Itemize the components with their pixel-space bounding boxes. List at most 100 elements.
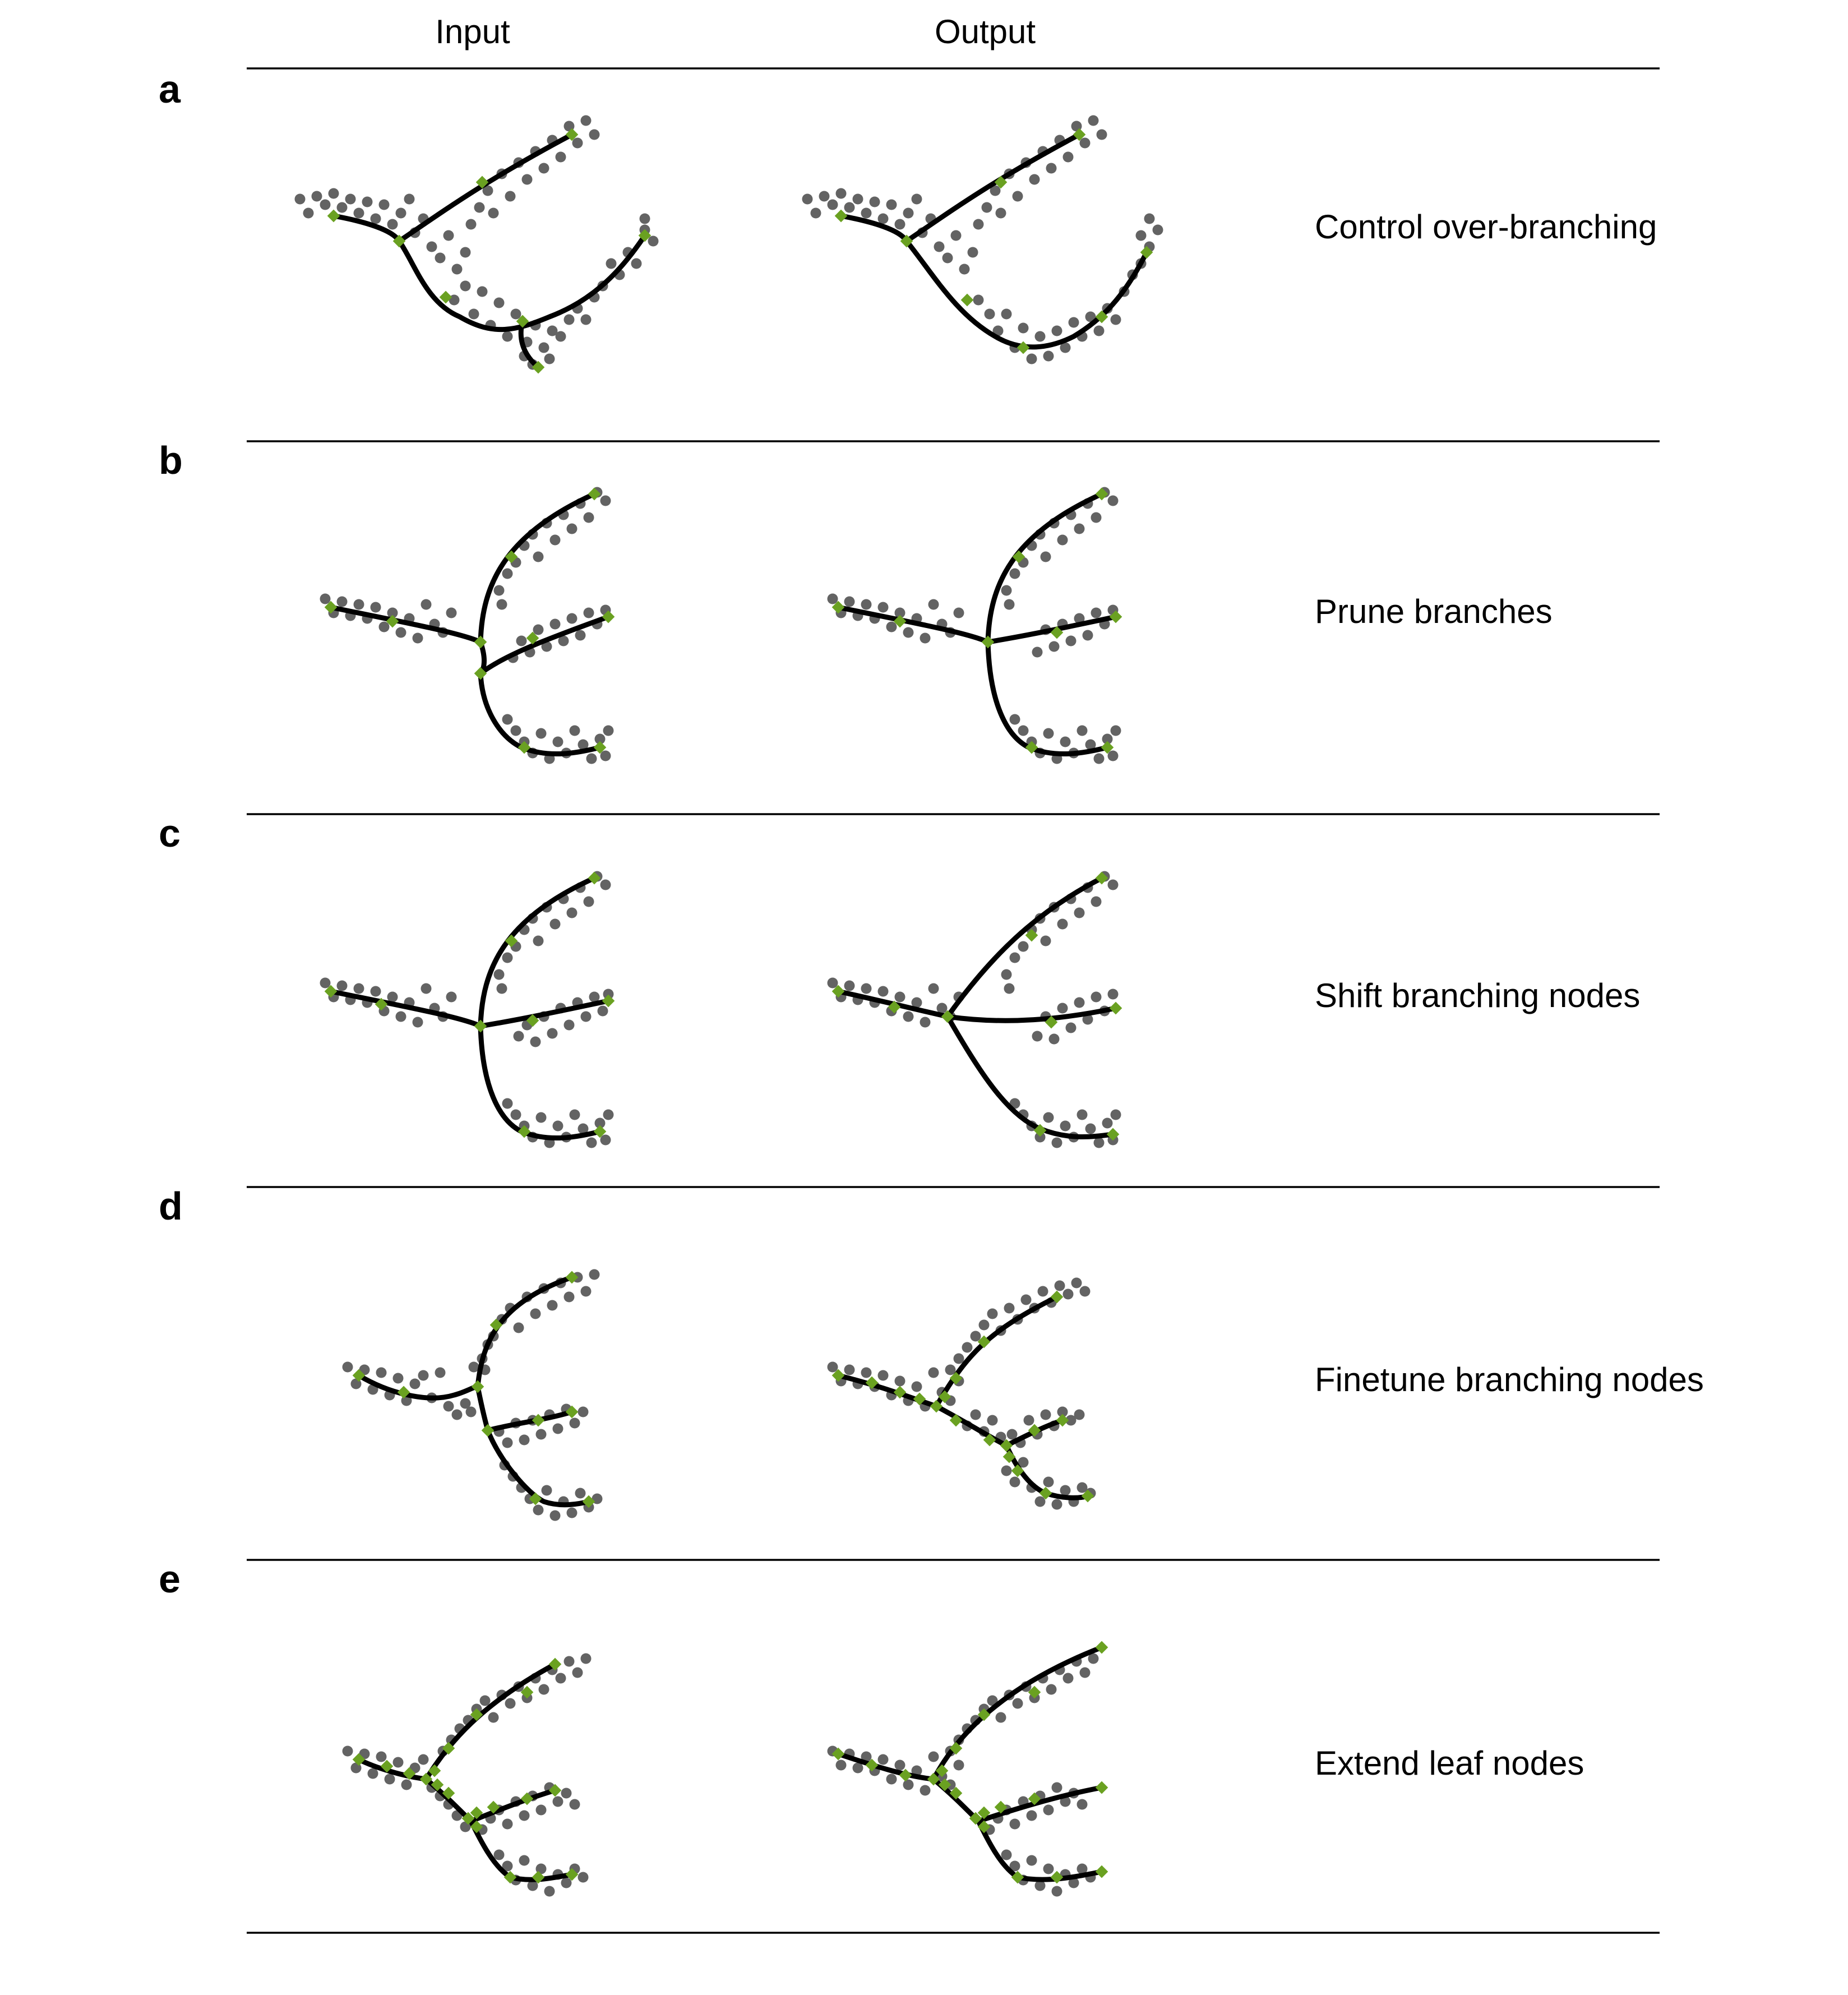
data-point — [877, 1754, 889, 1765]
graph-node — [969, 1812, 982, 1825]
data-point — [549, 918, 561, 930]
data-point — [563, 314, 575, 325]
data-point — [1065, 635, 1077, 646]
data-point — [1077, 1109, 1088, 1120]
data-point — [1107, 879, 1119, 890]
data-point — [552, 1120, 563, 1132]
graph-node — [938, 1778, 951, 1791]
data-point — [376, 1367, 387, 1378]
graph-node — [1095, 310, 1108, 324]
data-point — [1093, 325, 1105, 336]
data-point — [502, 1860, 513, 1872]
data-point — [510, 308, 521, 320]
data-point — [1018, 725, 1029, 736]
data-point — [1082, 630, 1093, 641]
panel-caption: Finetune branching nodes — [1315, 1361, 1704, 1398]
data-point — [443, 1401, 454, 1412]
data-point — [827, 1361, 838, 1373]
data-point — [465, 219, 477, 230]
data-point — [639, 213, 650, 224]
data-point — [600, 750, 611, 761]
data-point — [1088, 115, 1099, 126]
data-point — [1009, 568, 1020, 579]
data-point — [320, 199, 331, 210]
data-point — [412, 632, 423, 644]
data-point — [418, 1754, 429, 1765]
data-point — [586, 753, 597, 764]
principal-curve — [475, 1384, 575, 1433]
graph-node — [865, 1376, 879, 1389]
data-point — [894, 1760, 905, 1771]
data-point — [973, 294, 984, 306]
data-point — [502, 568, 513, 579]
data-point — [1060, 1796, 1071, 1807]
graph-node — [352, 1369, 366, 1382]
data-point — [451, 1409, 463, 1420]
data-point — [1026, 353, 1037, 364]
data-point — [606, 258, 617, 269]
panel-d: d Finetune branching nodes — [159, 1184, 1704, 1521]
data-point — [345, 193, 356, 205]
graph-node — [565, 1271, 579, 1284]
data-point — [496, 599, 507, 610]
data-point — [387, 607, 398, 618]
data-point — [1107, 750, 1119, 761]
data-point — [421, 599, 432, 610]
data-point — [920, 632, 931, 644]
data-point — [510, 725, 521, 736]
data-point — [597, 1005, 608, 1017]
data-point — [903, 627, 914, 638]
graph-node — [520, 1792, 534, 1805]
data-point — [401, 1779, 412, 1790]
data-point — [1043, 350, 1054, 362]
graph-node — [548, 1784, 562, 1797]
data-point — [505, 191, 516, 202]
data-point — [460, 280, 471, 292]
graph-node — [593, 741, 607, 754]
data-point — [594, 1117, 606, 1129]
data-point — [1110, 725, 1121, 736]
data-point — [1102, 1117, 1113, 1129]
data-point — [493, 585, 505, 596]
data-point — [561, 1877, 572, 1888]
data-point — [563, 1656, 575, 1667]
data-point — [1034, 1880, 1046, 1891]
data-point — [911, 997, 922, 1008]
data-point — [1051, 1886, 1062, 1897]
tree-output — [827, 1641, 1108, 1897]
data-point — [493, 297, 505, 308]
data-point — [1023, 1415, 1034, 1426]
panel-caption: Control over-branching — [1315, 208, 1657, 246]
data-point — [519, 1855, 530, 1866]
graph-node — [1109, 1001, 1122, 1015]
data-point — [1018, 1457, 1029, 1468]
data-point — [547, 1028, 558, 1039]
data-point — [294, 193, 306, 205]
data-point — [1034, 331, 1046, 342]
data-point — [533, 935, 544, 946]
data-point — [1054, 1280, 1065, 1291]
data-point — [861, 1751, 872, 1762]
data-point — [1088, 1653, 1099, 1664]
graph-node — [1045, 1015, 1058, 1029]
data-point — [1040, 935, 1051, 946]
data-point — [802, 193, 813, 205]
graph-node — [489, 1318, 503, 1332]
data-point — [1026, 1810, 1037, 1821]
data-point — [1032, 646, 1043, 658]
data-point — [1093, 753, 1105, 764]
data-point — [510, 1109, 521, 1120]
data-point — [953, 607, 964, 618]
data-point — [911, 193, 922, 205]
data-point — [1074, 523, 1085, 534]
data-point — [861, 207, 872, 219]
data-point — [519, 1810, 530, 1821]
graph-node — [352, 1753, 366, 1766]
graph-node — [474, 1019, 487, 1033]
data-point — [903, 207, 914, 219]
data-point — [981, 202, 992, 213]
data-point — [1093, 1137, 1105, 1148]
graph-node — [582, 1495, 595, 1508]
graph-node — [1000, 1439, 1013, 1452]
graph-node — [981, 635, 995, 649]
